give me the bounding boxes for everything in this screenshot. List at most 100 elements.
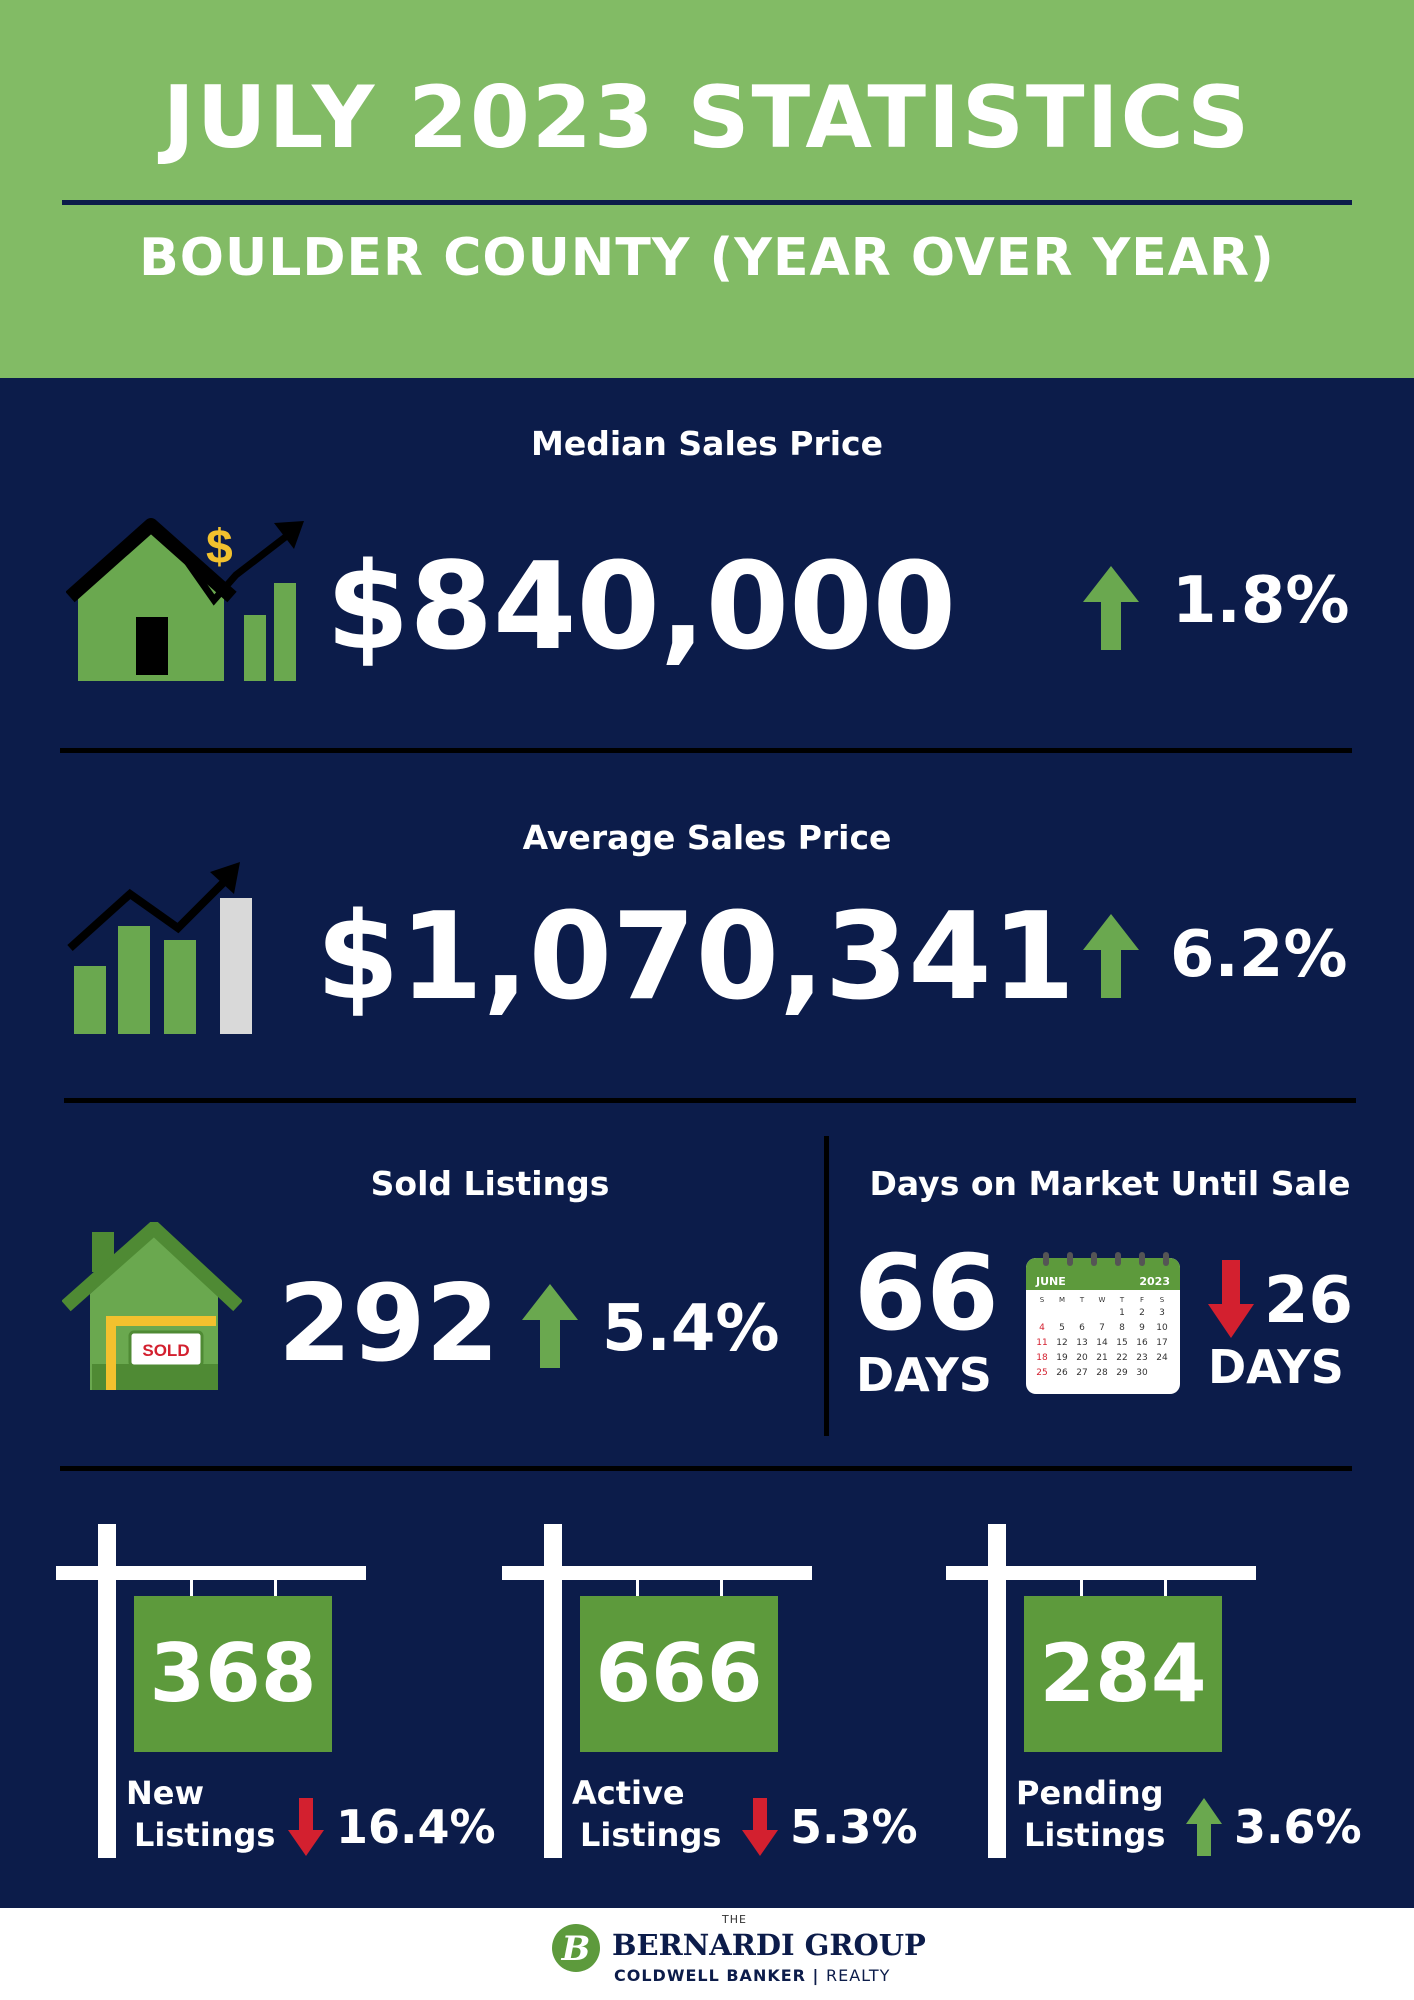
calendar-day: 19 (1056, 1353, 1068, 1363)
calendar-day: 1 (1119, 1308, 1125, 1318)
calendar-weekday: S (1039, 1296, 1045, 1304)
bar-chart-arrow-icon (67, 862, 252, 1034)
calendar-day: 3 (1159, 1308, 1165, 1318)
header-banner: JULY 2023 STATISTICS BOULDER COUNTY (YEA… (0, 0, 1414, 378)
calendar-week-row: 1 2 3 (1032, 1308, 1174, 1323)
svg-text:B: B (561, 1929, 591, 1969)
days-value: 66 (854, 1232, 999, 1354)
new-listings-label-2: Listings (134, 1816, 276, 1854)
days-unit: DAYS (856, 1348, 992, 1402)
logo-subtitle: COLDWELL BANKER | REALTY (614, 1966, 891, 1985)
up-arrow-icon (1083, 914, 1139, 998)
up-arrow-icon (1083, 566, 1139, 650)
calendar-weekday: M (1058, 1296, 1066, 1304)
days-change: 26 (1264, 1264, 1354, 1338)
calendar-day: 6 (1079, 1323, 1085, 1333)
sold-value: 292 (278, 1262, 500, 1385)
calendar-day: 18 (1036, 1353, 1048, 1363)
logo-the: THE (722, 1913, 747, 1926)
svg-text:SOLD: SOLD (142, 1341, 189, 1360)
calendar-day: 23 (1136, 1353, 1148, 1363)
calendar-day (1072, 1308, 1092, 1323)
calendar-weekday: W (1098, 1296, 1106, 1304)
calendar-day: 7 (1099, 1323, 1105, 1333)
column-divider (824, 1136, 829, 1436)
calendar-week-row: 25 26 27 28 29 30 (1032, 1368, 1174, 1383)
calendar-day: 11 (1036, 1338, 1048, 1348)
average-change: 6.2% (1170, 918, 1348, 992)
calendar-day: 4 (1039, 1323, 1045, 1333)
average-value: $1,070,341 (316, 888, 1076, 1027)
pending-listings-change: 3.6% (1234, 1800, 1362, 1854)
calendar-day: 27 (1076, 1368, 1088, 1378)
page-title: JULY 2023 STATISTICS (162, 68, 1252, 168)
pending-listings-value: 284 (1024, 1596, 1222, 1752)
calendar-day (1052, 1308, 1072, 1323)
calendar-week-row: 4 5 6 7 8 9 10 (1032, 1323, 1174, 1338)
up-arrow-icon (1186, 1798, 1222, 1856)
calendar-day: 29 (1116, 1368, 1128, 1378)
down-arrow-icon (742, 1798, 778, 1856)
calendar-day: 9 (1139, 1323, 1145, 1333)
sign-arm (946, 1566, 1256, 1580)
sign-post (544, 1524, 562, 1858)
calendar-day: 2 (1139, 1308, 1145, 1318)
calendar-day: 5 (1059, 1323, 1065, 1333)
sign-post (988, 1524, 1006, 1858)
calendar-day: 22 (1116, 1353, 1128, 1363)
pending-listings-label-1: Pending (1016, 1774, 1164, 1812)
new-listings-label-1: New (126, 1774, 205, 1812)
active-listings-change: 5.3% (790, 1800, 918, 1854)
calendar-weekday: F (1139, 1296, 1145, 1304)
house-rising-chart-icon: $ (66, 518, 304, 681)
new-listings-value: 368 (134, 1596, 332, 1752)
active-listings-value: 666 (580, 1596, 778, 1752)
active-listings-label-2: Listings (580, 1816, 722, 1854)
sold-change: 5.4% (602, 1292, 780, 1366)
sold-house-icon: SOLD (62, 1222, 242, 1390)
calendar-weekday: S (1159, 1296, 1165, 1304)
section-divider (60, 1466, 1352, 1471)
days-label: Days on Market Until Sale (869, 1164, 1351, 1203)
bernardi-logo-mark: B (552, 1924, 600, 1972)
calendar-day: 8 (1119, 1323, 1125, 1333)
calendar-week-row: 18 19 20 21 22 23 24 (1032, 1353, 1174, 1368)
calendar-day: 16 (1136, 1338, 1148, 1348)
sign-arm (502, 1566, 812, 1580)
sold-label: Sold Listings (370, 1164, 610, 1203)
calendar-day: 24 (1156, 1353, 1168, 1363)
calendar-day: 26 (1056, 1368, 1068, 1378)
calendar-day: 12 (1056, 1338, 1068, 1348)
calendar-day: 17 (1156, 1338, 1168, 1348)
svg-text:$: $ (206, 521, 233, 574)
calendar-day (1092, 1308, 1112, 1323)
median-change: 1.8% (1172, 564, 1350, 638)
calendar-day (1152, 1368, 1172, 1383)
median-value: $840,000 (326, 538, 957, 677)
calendar-weekday: T (1119, 1296, 1125, 1304)
calendar-day (1032, 1308, 1052, 1323)
calendar-day: 15 (1116, 1338, 1128, 1348)
page-subtitle: BOULDER COUNTY (YEAR OVER YEAR) (139, 228, 1275, 288)
average-label: Average Sales Price (522, 818, 892, 857)
down-arrow-icon (1208, 1260, 1254, 1338)
up-arrow-icon (522, 1284, 578, 1368)
pending-listings-label-2: Listings (1024, 1816, 1166, 1854)
active-listings-label-1: Active (572, 1774, 685, 1812)
section-divider (64, 1098, 1356, 1103)
calendar-weekday: T (1079, 1296, 1085, 1304)
down-arrow-icon (288, 1798, 324, 1856)
calendar-day: 10 (1156, 1323, 1168, 1333)
calendar-day: 20 (1076, 1353, 1088, 1363)
header-divider (62, 200, 1352, 205)
calendar-icon: JUNE 2023 S M T W T F S 1 2 3 4 5 6 7 8 9 10 11 12 13 14 15 16… (1024, 1252, 1182, 1396)
calendar-day: 13 (1076, 1338, 1088, 1348)
section-divider (60, 748, 1352, 753)
sign-arm (56, 1566, 366, 1580)
calendar-day: 25 (1036, 1368, 1048, 1378)
median-label: Median Sales Price (531, 424, 883, 463)
calendar-week-row: 11 12 13 14 15 16 17 (1032, 1338, 1174, 1353)
logo-name: BERNARDI GROUP (612, 1928, 926, 1962)
